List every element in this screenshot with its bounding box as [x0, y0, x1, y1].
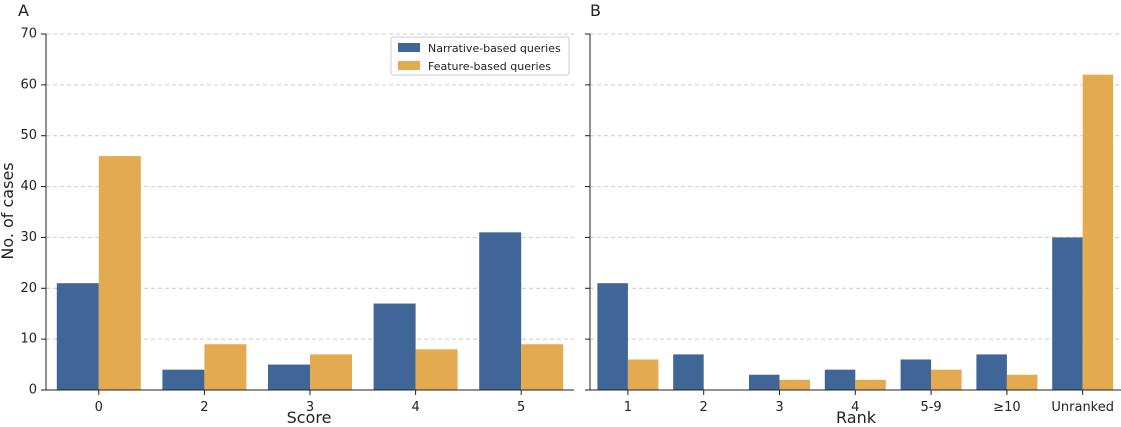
panel-b-y-ticks [585, 33, 590, 391]
x-tick-label: 2 [200, 400, 208, 415]
y-tick-label: 0 [29, 383, 37, 398]
bar-feature-2 [779, 379, 810, 390]
bar-feature-4 [521, 344, 564, 390]
panel-a-y-ticks: 0 10 20 30 40 50 60 70 [20, 27, 46, 398]
legend-label-narrative: Narrative-based queries [428, 42, 561, 55]
bar-narrative-2 [749, 374, 780, 390]
x-tick-label: 5-9 [920, 400, 941, 415]
bar-feature-5 [1006, 374, 1038, 390]
x-tick-label: 5 [517, 400, 525, 415]
panel-b-x-ticks: 1 2 3 4 5-9 ≥10 Unranked [624, 390, 1114, 415]
y-tick-label: 30 [20, 230, 37, 245]
x-tick-label: 4 [411, 400, 419, 415]
bar-feature-2 [310, 354, 352, 390]
x-tick-label: 4 [851, 400, 859, 415]
x-tick-label: 0 [95, 400, 103, 415]
panel-a: A 0 10 20 30 40 50 60 70 0 2 3 4 5 Score No. of cas… [0, 1, 574, 427]
y-tick-label: 70 [20, 27, 37, 42]
bar-narrative-1 [162, 369, 205, 390]
bar-narrative-6 [1052, 237, 1083, 390]
panel-a-bars [56, 156, 564, 390]
legend-label-feature: Feature-based queries [428, 60, 551, 73]
panel-b-axes [589, 34, 1121, 391]
panel-b: B 1 2 3 4 5-9 ≥10 Unranked Rank [585, 1, 1121, 427]
bar-feature-0 [627, 359, 659, 390]
y-tick-label: 20 [20, 281, 37, 296]
bar-narrative-2 [268, 364, 310, 390]
bar-narrative-4 [479, 232, 522, 390]
legend-swatch-narrative [398, 43, 420, 52]
x-tick-label: ≥10 [993, 400, 1020, 415]
bar-feature-6 [1082, 74, 1114, 390]
bar-narrative-0 [597, 283, 628, 390]
panel-a-x-ticks: 0 2 3 4 5 [95, 390, 525, 415]
legend-box [390, 36, 570, 76]
panel-b-bars [597, 74, 1114, 390]
x-tick-label: 2 [700, 400, 708, 415]
bar-narrative-3 [373, 303, 416, 390]
x-tick-label: 3 [306, 400, 314, 415]
y-tick-label: 40 [20, 179, 37, 194]
panel-a-x-axis-title: Score [287, 408, 332, 427]
bar-narrative-4 [900, 359, 932, 390]
y-tick-label: 60 [20, 77, 37, 92]
y-axis-title: No. of cases [0, 162, 17, 259]
legend: Narrative-based queries Feature-based qu… [390, 36, 570, 76]
panel-a-letter: A [18, 1, 29, 20]
bar-feature-4 [931, 369, 962, 390]
x-tick-label: 1 [624, 400, 632, 415]
bar-narrative-1 [673, 354, 704, 390]
bar-narrative-0 [56, 283, 99, 390]
y-tick-label: 50 [20, 128, 37, 143]
bar-feature-3 [855, 379, 886, 390]
x-tick-label: Unranked [1051, 400, 1114, 415]
panel-b-letter: B [590, 1, 601, 20]
bar-narrative-3 [824, 369, 856, 390]
bar-feature-3 [415, 349, 458, 390]
bar-feature-1 [204, 344, 247, 390]
panel-b-gridlines [590, 33, 1121, 340]
bar-narrative-5 [976, 354, 1007, 390]
panel-b-x-axis-title: Rank [836, 408, 877, 427]
legend-swatch-feature [398, 61, 420, 70]
bar-feature-0 [98, 156, 141, 390]
x-tick-label: 3 [775, 400, 783, 415]
y-tick-label: 10 [20, 332, 37, 347]
